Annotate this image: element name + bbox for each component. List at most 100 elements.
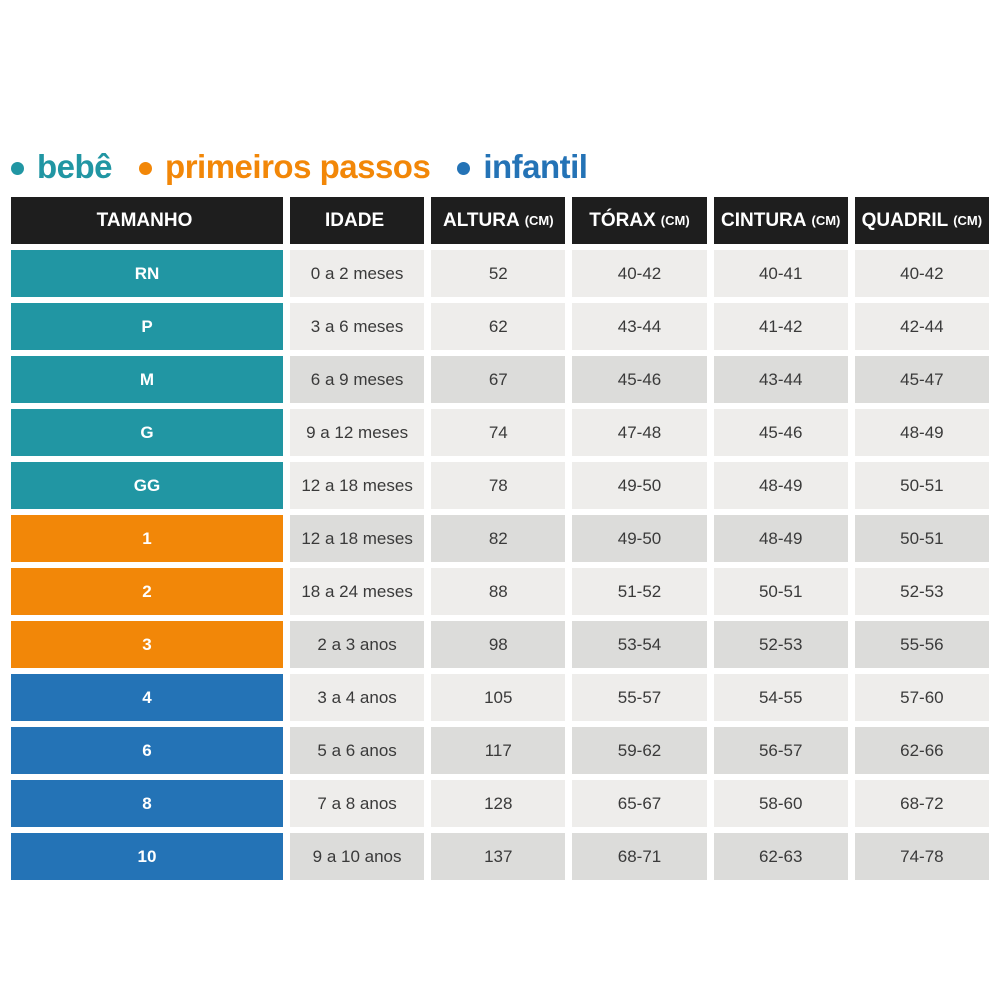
- table-row: 10 9 a 10 anos 137 68-71 62-63 74-78: [11, 833, 989, 880]
- column-header-unit: (CM): [524, 213, 554, 228]
- table-row: RN 0 a 2 meses 52 40-42 40-41 40-42: [11, 250, 989, 297]
- size-chart: bebê primeiros passos infantil TAMANHO I…: [11, 146, 989, 886]
- torax-cell: 43-44: [572, 303, 707, 350]
- quadril-cell: 55-56: [854, 621, 989, 668]
- altura-cell: 105: [431, 674, 566, 721]
- column-header-torax: TÓRAX (CM): [572, 197, 707, 244]
- idade-cell: 3 a 4 anos: [290, 674, 425, 721]
- quadril-cell: 48-49: [854, 409, 989, 456]
- idade-cell: 12 a 18 meses: [290, 462, 425, 509]
- size-cell-4: 4: [11, 674, 283, 721]
- altura-cell: 78: [431, 462, 566, 509]
- quadril-cell: 45-47: [854, 356, 989, 403]
- table-row: GG 12 a 18 meses 78 49-50 48-49 50-51: [11, 462, 989, 509]
- legend-bullet-icon: [457, 162, 471, 175]
- size-cell-2: 2: [11, 568, 283, 615]
- legend-bullet-icon: [11, 162, 24, 175]
- idade-cell: 0 a 2 meses: [290, 250, 425, 297]
- torax-cell: 59-62: [572, 727, 707, 774]
- altura-cell: 137: [431, 833, 566, 880]
- torax-cell: 68-71: [572, 833, 707, 880]
- legend-label-bebe: bebê: [37, 148, 113, 185]
- altura-cell: 52: [431, 250, 566, 297]
- cintura-cell: 48-49: [713, 515, 848, 562]
- altura-cell: 67: [431, 356, 566, 403]
- quadril-cell: 42-44: [854, 303, 989, 350]
- column-header-label: TAMANHO: [96, 209, 193, 231]
- idade-cell: 12 a 18 meses: [290, 515, 425, 562]
- torax-cell: 49-50: [572, 462, 707, 509]
- torax-cell: 40-42: [572, 250, 707, 297]
- size-cell-m: M: [11, 356, 283, 403]
- quadril-cell: 50-51: [854, 462, 989, 509]
- legend-bullet-icon: [139, 162, 153, 175]
- cintura-cell: 41-42: [713, 303, 848, 350]
- altura-cell: 62: [431, 303, 566, 350]
- size-cell-1: 1: [11, 515, 283, 562]
- quadril-cell: 40-42: [854, 250, 989, 297]
- table-header-row: TAMANHO IDADE ALTURA (CM) TÓRAX (CM) CINTU…: [11, 197, 989, 244]
- torax-cell: 51-52: [572, 568, 707, 615]
- size-table-body: RN 0 a 2 meses 52 40-42 40-41 40-42 P 3 a 6 mes…: [11, 250, 989, 880]
- column-header-label: IDADE: [325, 209, 385, 231]
- column-header-altura: ALTURA (CM): [431, 197, 566, 244]
- altura-cell: 128: [431, 780, 566, 827]
- cintura-cell: 43-44: [713, 356, 848, 403]
- quadril-cell: 62-66: [854, 727, 989, 774]
- column-header-cintura: CINTURA (CM): [713, 197, 848, 244]
- size-cell-8: 8: [11, 780, 283, 827]
- cintura-cell: 50-51: [713, 568, 848, 615]
- quadril-cell: 74-78: [854, 833, 989, 880]
- torax-cell: 45-46: [572, 356, 707, 403]
- column-header-quadril: QUADRIL (CM): [854, 197, 989, 244]
- quadril-cell: 50-51: [854, 515, 989, 562]
- size-cell-rn: RN: [11, 250, 283, 297]
- altura-cell: 117: [431, 727, 566, 774]
- column-header-label: QUADRIL: [861, 209, 949, 231]
- legend-item-primeiros-passos: primeiros passos: [139, 148, 431, 186]
- cintura-cell: 48-49: [713, 462, 848, 509]
- legend-item-bebe: bebê: [11, 148, 113, 186]
- cintura-cell: 58-60: [713, 780, 848, 827]
- quadril-cell: 57-60: [854, 674, 989, 721]
- column-header-unit: (CM): [660, 213, 690, 228]
- legend-label-primeiros-passos: primeiros passos: [165, 148, 431, 185]
- idade-cell: 9 a 12 meses: [290, 409, 425, 456]
- torax-cell: 55-57: [572, 674, 707, 721]
- cintura-cell: 54-55: [713, 674, 848, 721]
- idade-cell: 9 a 10 anos: [290, 833, 425, 880]
- size-cell-g: G: [11, 409, 283, 456]
- column-header-tamanho: TAMANHO: [11, 197, 283, 244]
- column-header-unit: (CM): [953, 213, 983, 228]
- cintura-cell: 40-41: [713, 250, 848, 297]
- idade-cell: 5 a 6 anos: [290, 727, 425, 774]
- idade-cell: 7 a 8 anos: [290, 780, 425, 827]
- torax-cell: 65-67: [572, 780, 707, 827]
- size-cell-p: P: [11, 303, 283, 350]
- size-cell-6: 6: [11, 727, 283, 774]
- table-row: 1 12 a 18 meses 82 49-50 48-49 50-51: [11, 515, 989, 562]
- altura-cell: 74: [431, 409, 566, 456]
- size-cell-gg: GG: [11, 462, 283, 509]
- column-header-label: CINTURA: [721, 209, 807, 231]
- cintura-cell: 62-63: [713, 833, 848, 880]
- torax-cell: 53-54: [572, 621, 707, 668]
- size-cell-10: 10: [11, 833, 283, 880]
- column-header-idade: IDADE: [290, 197, 425, 244]
- cintura-cell: 45-46: [713, 409, 848, 456]
- legend-item-infantil: infantil: [457, 148, 588, 186]
- size-cell-3: 3: [11, 621, 283, 668]
- table-row: 2 18 a 24 meses 88 51-52 50-51 52-53: [11, 568, 989, 615]
- quadril-cell: 52-53: [854, 568, 989, 615]
- idade-cell: 18 a 24 meses: [290, 568, 425, 615]
- torax-cell: 49-50: [572, 515, 707, 562]
- column-header-label: ALTURA: [443, 209, 520, 231]
- idade-cell: 2 a 3 anos: [290, 621, 425, 668]
